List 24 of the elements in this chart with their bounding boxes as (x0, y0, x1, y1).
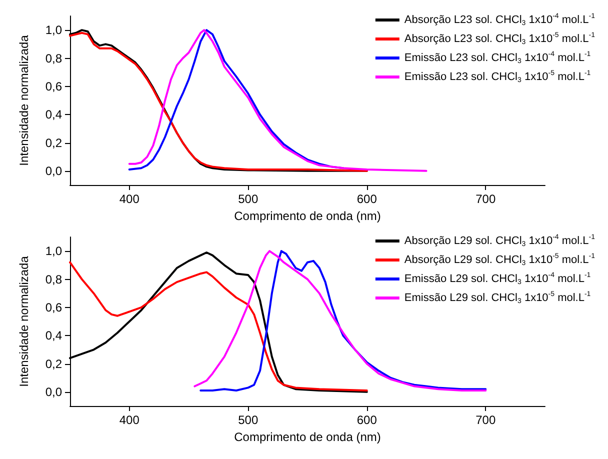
x-tick-label: 600 (356, 192, 378, 206)
y-axis-title: Intensidade normalizada (17, 34, 31, 166)
x-tick-label: 700 (476, 413, 496, 427)
x-tick-label: 700 (476, 192, 496, 206)
x-tick-label: 500 (238, 192, 258, 206)
y-tick-label: 0,4 (45, 108, 62, 122)
y-tick-label: 0,2 (45, 136, 62, 150)
x-axis-title: Comprimento de onda (nm) (234, 208, 381, 223)
y-tick-label: 0,2 (45, 356, 62, 371)
y-tick-label: 0,4 (45, 328, 62, 343)
y-tick-label: 0,6 (45, 300, 62, 314)
x-tick-label: 500 (238, 413, 258, 427)
y-tick-label: 0,6 (45, 79, 62, 94)
y-tick-label: 0,0 (45, 384, 62, 399)
x-tick-label: 400 (119, 192, 140, 206)
y-tick-label: 1,0 (45, 244, 62, 258)
y-tick-label: 1,0 (45, 23, 62, 38)
y-tick-label: 0,0 (45, 164, 62, 178)
y-tick-label: 0,8 (45, 51, 62, 66)
y-tick-label: 0,8 (45, 272, 62, 286)
x-tick-label: 400 (119, 413, 140, 427)
y-axis-title: Intensidade normalizada (17, 256, 31, 387)
x-axis-title: Comprimento de onda (nm) (234, 430, 381, 444)
x-tick-label: 600 (356, 413, 378, 427)
